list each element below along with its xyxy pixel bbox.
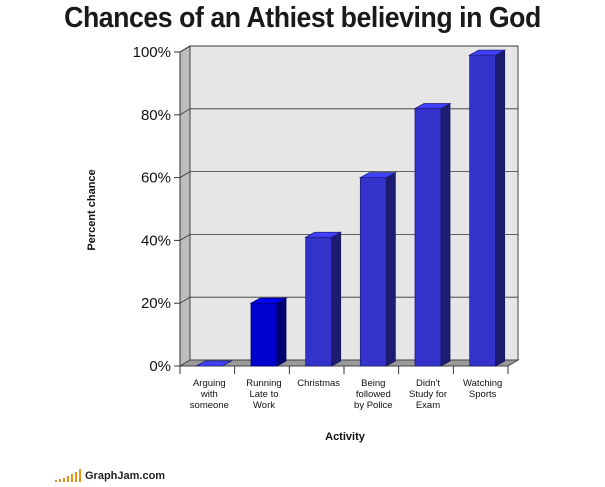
gridline — [179, 45, 518, 53]
back-wall — [189, 45, 519, 361]
bar-side — [385, 171, 396, 367]
bar-front — [359, 177, 387, 367]
bar — [304, 231, 343, 367]
graphjam-logo: GraphJam.com — [55, 469, 165, 482]
bar-side — [495, 49, 506, 367]
bar-top — [194, 360, 233, 367]
chart-title: Chances of an Athiest believing in God — [64, 2, 541, 34]
gridline — [179, 108, 518, 116]
gridline — [179, 233, 518, 241]
bar — [468, 49, 507, 367]
x-tick-label: Christmas — [297, 378, 340, 389]
x-tick-label: Watching Sports — [463, 378, 502, 400]
y-tick-label: 80% — [141, 107, 171, 124]
gridline — [179, 171, 518, 178]
bar-front — [469, 54, 497, 367]
x-tick-label: Didn't Study for Exam — [409, 378, 447, 411]
bar-top — [468, 49, 507, 56]
x-tick-label: Arguing with someone — [190, 378, 229, 411]
bar-front — [414, 108, 442, 367]
plot-background — [178, 45, 520, 367]
bar-side — [276, 297, 287, 367]
y-tick-label: 100% — [133, 44, 171, 61]
bar — [194, 360, 233, 367]
bar-side — [440, 102, 451, 367]
gridlines — [174, 45, 518, 367]
x-axis-label: Activity — [325, 431, 366, 443]
bars — [194, 49, 507, 367]
y-tick-labels: 0% 20% 40% 60% 80% 100% — [133, 44, 171, 375]
x-tick-label: Being followed by Police — [354, 378, 393, 411]
bar-top — [413, 103, 452, 109]
bar-top — [304, 231, 343, 238]
signal-bars-icon — [55, 469, 81, 482]
brand-name: GraphJam.com — [85, 470, 166, 482]
bar-side — [331, 231, 342, 367]
bar — [358, 171, 397, 367]
x-tick-label: Running Late to Work — [246, 378, 281, 411]
bar-top — [358, 172, 397, 179]
y-tick-label: 0% — [149, 358, 171, 375]
gridline — [179, 296, 518, 304]
y-tick-label: 20% — [141, 295, 171, 312]
x-tick-labels: Arguing with someone Running Late to Work Chri… — [179, 366, 509, 411]
side-wall — [179, 45, 191, 367]
bar-front — [250, 302, 278, 367]
y-tick-label: 60% — [141, 170, 171, 187]
bar-front — [305, 236, 333, 367]
y-tick-label: 40% — [141, 232, 171, 249]
bar-top — [249, 297, 288, 304]
y-axis-label: Percent chance — [86, 169, 98, 250]
bar — [249, 297, 288, 367]
bar — [413, 102, 452, 367]
